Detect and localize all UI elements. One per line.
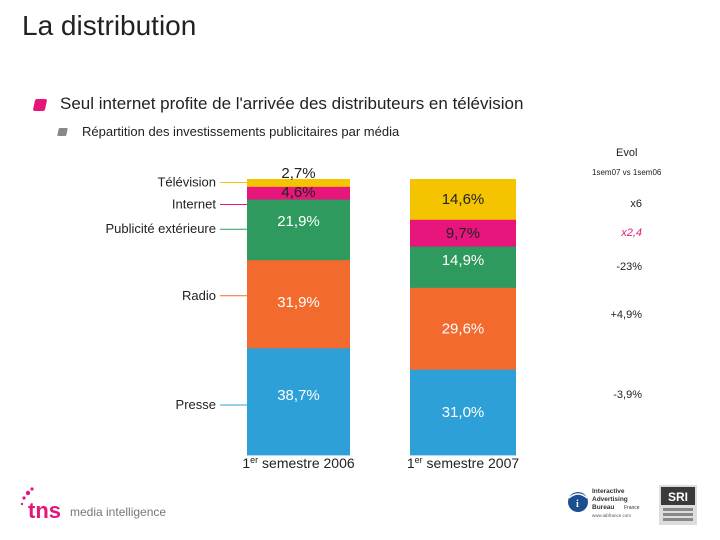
evol-value-publicite-exterieure: -23%: [616, 261, 642, 273]
series-label-presse: Presse: [176, 397, 216, 412]
series-label-publicite-exterieure: Publicité extérieure: [105, 221, 216, 236]
evol-value-internet: x2,4: [620, 227, 642, 239]
sri-text: SRI: [668, 490, 688, 504]
iab-line-4: France: [624, 505, 640, 511]
iab-globe-icon: [568, 492, 588, 512]
value-label-presse-1: 38,7%: [277, 387, 320, 404]
subheadline: Répartition des investissements publicit…: [82, 124, 400, 139]
iab-line-3: Bureau: [592, 504, 614, 511]
evol-title: Evol: [616, 147, 638, 159]
page-title: La distribution: [22, 10, 197, 41]
value-label-internet-1: 4,6%: [281, 184, 315, 201]
value-label-television-1: 2,7%: [281, 165, 315, 182]
media-intelligence-text: media intelligence: [70, 505, 166, 519]
iab-url: www.iabfrance.com: [592, 513, 631, 518]
bar-radio-1: [247, 259, 350, 349]
category-label-1: 1er semestre 2006: [242, 455, 355, 471]
bar-publicite-exterieure-1: [247, 199, 350, 261]
evol-value-radio: +4,9%: [611, 309, 643, 321]
value-label-publicite-exterieure-2: 14,9%: [442, 252, 485, 269]
evol-value-television: x6: [630, 198, 642, 210]
evol-subtitle: 1sem07 vs 1sem06: [592, 168, 662, 177]
bar-radio-2: [410, 287, 516, 370]
svg-text:i: i: [576, 499, 579, 510]
bar-internet-2: [410, 219, 516, 247]
bar-publicite-exterieure-2: [410, 246, 516, 288]
bar-internet-1: [247, 186, 350, 200]
headline: Seul internet profite de l'arrivée des d…: [60, 94, 524, 113]
series-label-radio: Radio: [182, 288, 216, 303]
category-label-2: 1er semestre 2007: [407, 455, 520, 471]
value-label-internet-2: 9,7%: [446, 225, 480, 242]
evol-value-presse: -3,9%: [613, 389, 642, 401]
bar-television-2: [410, 179, 516, 220]
bar-television-1: [247, 179, 350, 187]
tns-media-intelligence-logo: tns media intelligence: [20, 487, 166, 523]
value-label-television-2: 14,6%: [442, 191, 485, 208]
series-label-television: Télévision: [157, 175, 216, 190]
bar-presse-2: [410, 369, 516, 456]
iab-line-2: Advertising: [592, 496, 628, 503]
series-label-internet: Internet: [172, 197, 216, 212]
sri-logo: SRI: [659, 485, 697, 525]
value-label-presse-2: 31,0%: [442, 404, 485, 421]
iab-france-logo: i Interactive Advertising Bureau France …: [568, 488, 640, 518]
tns-mark-icon: [20, 487, 34, 506]
tns-text: tns: [28, 498, 61, 523]
iab-line-1: Interactive: [592, 488, 625, 495]
value-label-radio-1: 31,9%: [277, 294, 320, 311]
value-label-radio-2: 29,6%: [442, 320, 485, 337]
bar-presse-1: [247, 347, 350, 456]
value-label-publicite-exterieure-1: 21,9%: [277, 213, 320, 230]
